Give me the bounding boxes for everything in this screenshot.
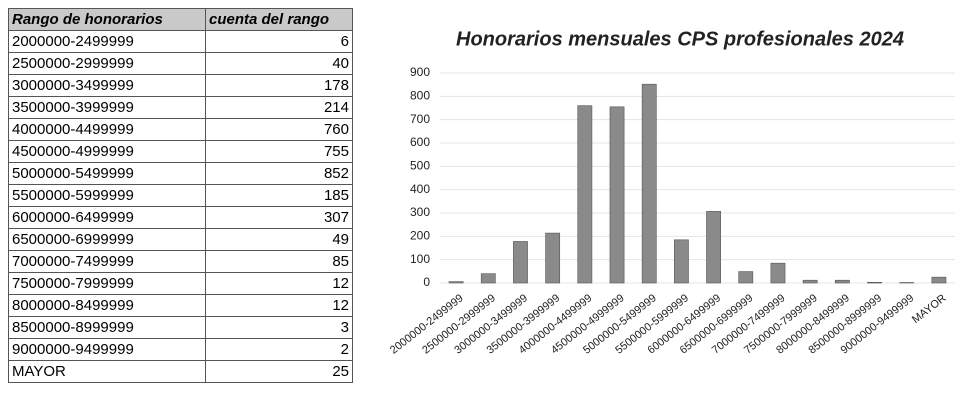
table-row: 3000000-3499999 178 [8,74,353,97]
table-cell: 40 [205,52,353,75]
table-cell: 178 [205,74,353,97]
y-tick-label: 600 [410,135,430,149]
table-row: 3500000-3999999 214 [8,96,353,119]
table-cell: 12 [205,294,353,317]
table-row: 5500000-5999999 185 [8,184,353,207]
y-tick-label: 500 [410,159,430,173]
table-row: MAYOR 25 [8,360,353,383]
bar [577,105,593,284]
bar [834,279,850,284]
bar [545,232,561,284]
bar [674,239,689,284]
table-cell: 7000000-7499999 [8,250,206,273]
table-row: 7500000-7999999 12 [8,272,353,295]
table-row: 5000000-5499999 852 [8,162,353,185]
table-cell: 6000000-6499999 [8,206,206,229]
table-row: 4500000-4999999 755 [8,140,353,163]
table-cell: 760 [205,118,353,141]
y-tick-label: 900 [410,65,430,79]
y-tick-label: 300 [410,205,430,219]
bar [867,281,882,284]
table-cell: 755 [205,140,353,163]
table-cell: 2500000-2999999 [8,52,206,75]
bar [513,241,528,284]
table-row: 7000000-7499999 85 [8,250,353,273]
bar [480,273,496,284]
table-cell: 852 [205,162,353,185]
table-cell: 185 [205,184,353,207]
table-cell: 8000000-8499999 [8,294,206,317]
header-cell: cuenta del rango [205,8,353,31]
bar [641,83,657,284]
table-cell: 2 [205,338,353,361]
table-cell: 9000000-9499999 [8,338,206,361]
table-row: 8000000-8499999 12 [8,294,353,317]
table-cell: 6 [205,30,353,53]
table-cell: 3500000-3999999 [8,96,206,119]
table-cell: 85 [205,250,353,273]
table-row: 8500000-8999999 3 [8,316,353,339]
bar [738,271,754,284]
y-tick-label: 800 [410,89,430,103]
table-cell: 307 [205,206,353,229]
y-tick-label: 200 [410,229,430,243]
table-row: 6000000-6499999 307 [8,206,353,229]
y-tick-label: 700 [410,112,430,126]
bar [770,262,786,284]
table-body: 2000000-2499999 6 2500000-2999999 40 3000000… [8,30,353,383]
bar [802,279,818,284]
table-cell: 214 [205,96,353,119]
table-cell: 2000000-2499999 [8,30,206,53]
table-cell: 3000000-3499999 [8,74,206,97]
table-row: 2000000-2499999 6 [8,30,353,53]
header-row: Rango de honorarios cuenta del rango [8,8,353,31]
table-cell: 5500000-5999999 [8,184,206,207]
y-tick-label: 0 [423,275,430,289]
bar [931,276,947,284]
table-row: 2500000-2999999 40 [8,52,353,75]
y-tick-label: 400 [410,182,430,196]
table-cell: 12 [205,272,353,295]
table-cell: 7500000-7999999 [8,272,206,295]
chart: Honorarios mensuales CPS profesionales 2… [388,28,955,357]
y-tick-label: 100 [410,252,430,266]
x-tick-label: MAYOR [910,292,949,326]
data-table: Rango de honorarios cuenta del rango 200… [8,8,353,383]
table-row: 4000000-4499999 760 [8,118,353,141]
header-cell: Rango de honorarios [8,8,206,31]
table-row: 6500000-6999999 49 [8,228,353,251]
table-cell: 4000000-4499999 [8,118,206,141]
table-cell: 3 [205,316,353,339]
table-cell: 25 [205,360,353,383]
table-cell: 4500000-4999999 [8,140,206,163]
table-cell: 8500000-8999999 [8,316,206,339]
table-cell: 49 [205,228,353,251]
bar [706,211,721,284]
bar [609,106,625,284]
table-cell: 5000000-5499999 [8,162,206,185]
table-cell: MAYOR [8,360,206,383]
table-row: 9000000-9499999 2 [8,338,353,361]
table-cell: 6500000-6999999 [8,228,206,251]
bar [448,281,464,284]
chart-title: Honorarios mensuales CPS profesionales 2… [456,28,904,50]
